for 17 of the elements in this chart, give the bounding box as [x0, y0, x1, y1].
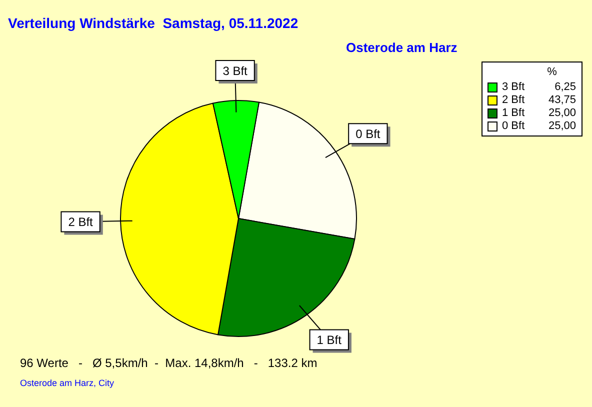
- slice-label: 3 Bft: [222, 64, 248, 78]
- legend-label: 3 Bft: [502, 81, 525, 94]
- chart-subtitle: Osterode am Harz: [346, 40, 458, 55]
- data-label: 43,75: [548, 94, 576, 106]
- legend-label: 2 Bft: [502, 94, 525, 106]
- text: Osterode am Harz, City: [20, 378, 114, 388]
- slice-label: 1 Bft: [316, 333, 342, 348]
- legend-label: 0 Bft: [502, 120, 525, 132]
- slice-label: 2 Bft: [68, 215, 94, 230]
- slice-label: 0 Bft: [356, 126, 381, 141]
- chart-title: Verteilung Windstärke Samstag, 05.11.2022: [8, 15, 298, 31]
- data-label: 6,25: [554, 81, 576, 94]
- data-label: 25,00: [548, 120, 576, 132]
- data-label: 25,00: [548, 107, 576, 120]
- text: 96 Werte - Ø 5,5km/h - Max. 14,8km/h - 133.2 km: [20, 356, 318, 370]
- legend-label: 1 Bft: [502, 107, 525, 120]
- legend-title: %: [547, 66, 558, 78]
